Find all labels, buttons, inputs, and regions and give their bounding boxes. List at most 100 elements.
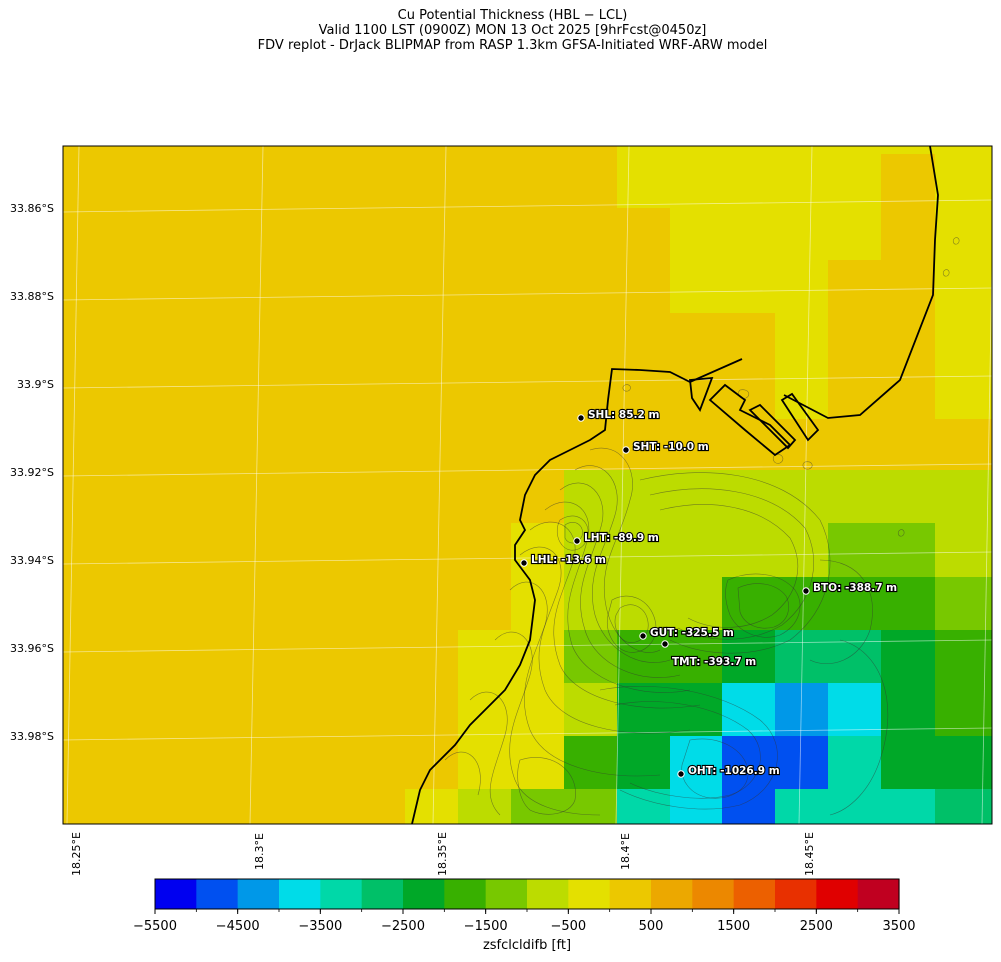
colorbar-tick-label: −1500 [464,919,508,934]
field-cell [722,630,775,683]
station-marker[interactable] [661,640,669,648]
colorbar-swatch [485,879,528,909]
lat-label: 33.88°S [10,290,54,303]
colorbar-label: zsfclcldifb [ft] [483,938,571,953]
colorbar-swatch [775,879,817,909]
station-label: BTO: -388.7 m [813,582,897,594]
lat-label: 33.98°S [10,730,54,743]
station-marker[interactable] [622,446,630,454]
station-BTO[interactable]: BTO: -388.7 m [802,581,898,595]
field-cell [511,523,564,630]
station-marker[interactable] [802,587,810,595]
field-cell [881,736,992,789]
station-TMT[interactable]: TMT: -393.7 m [661,640,757,669]
station-marker[interactable] [573,537,581,545]
colorbar-swatch [155,879,197,909]
colorbar-tick-label: 2500 [800,919,833,934]
field-cell [670,736,722,789]
lon-label: 18.4°E [619,833,632,870]
title-line-2: Valid 1100 LST (0900Z) MON 13 Oct 2025 [… [318,23,707,38]
field-cell [458,789,511,824]
harbour-quay [689,376,714,412]
colorbar-swatch [527,879,569,909]
lon-label: 18.35°E [436,832,449,876]
colorbar-swatch [568,879,611,909]
station-marker[interactable] [520,559,528,567]
field-cell [828,736,881,789]
colorbar-swatch [692,879,735,909]
lat-label: 33.94°S [10,554,54,567]
colorbar-swatch [196,879,239,909]
field-cell [881,154,935,260]
station-SHL[interactable]: SHL: 85.2 m [577,408,661,422]
colorbar-swatch [733,879,776,909]
harbour-wall [708,383,792,457]
colorbar-tick-label: −5500 [133,919,177,934]
field-cell [564,736,617,789]
field-cell [935,630,992,736]
field-cell [828,523,935,577]
colorbar-swatch [361,879,404,909]
harbour-breakwater [780,392,820,442]
title-line-3: FDV replot - DrJack BLIPMAP from RASP 1.… [257,38,768,53]
field-cell [617,736,670,789]
station-GUT[interactable]: GUT: -325.5 m [639,626,735,640]
station-label: OHT: -1026.9 m [688,765,780,777]
field-cell [775,789,935,824]
colorbar-tick-label: −2500 [381,919,425,934]
colorbar-swatch [609,879,652,909]
colorbar-swatch [403,879,445,909]
station-label: TMT: -393.7 m [672,656,756,668]
longitude-labels: 18.25°E 18.3°E 18.35°E 18.4°E 18.45°E [70,832,816,876]
field-cell [722,789,775,824]
station-marker[interactable] [677,770,685,778]
colorbar-swatch [237,879,280,909]
colorbar-swatch [816,879,859,909]
field-cell [828,260,935,419]
field-cell [828,683,881,736]
graticule [63,146,992,824]
field-cell [722,683,775,736]
colorbar-tick-label: 500 [639,919,664,934]
colorbar-tick-label: −3500 [298,919,342,934]
colorbar-tick-label: 1500 [717,919,750,934]
station-label: GUT: -325.5 m [650,627,734,639]
field-cell [935,789,992,824]
lon-label: 18.25°E [70,832,83,876]
lon-label: 18.3°E [253,833,266,870]
coastline [411,146,939,824]
field-cell [935,154,992,260]
map-area: SHL: 85.2 m SHT: -10.0 m LHT: -89.9 m LH… [63,146,992,824]
station-label: LHL: -13.6 m [531,554,606,566]
lat-label: 33.86°S [10,202,54,215]
lat-label: 33.92°S [10,466,54,479]
title-block: Cu Potential Thickness (HBL − LCL) Valid… [0,8,1001,53]
colorbar-tick-label: −500 [550,919,586,934]
colorbar-swatch [279,879,321,909]
field-cell [564,630,617,683]
station-SHT[interactable]: SHT: -10.0 m [622,440,710,454]
map-frame [62,145,993,825]
field-cell [881,630,935,736]
station-marker[interactable] [639,632,647,640]
colorbar-swatch [320,879,363,909]
station-OHT[interactable]: OHT: -1026.9 m [677,764,781,778]
harbour-pier [748,403,797,450]
terrain-contours [444,237,960,816]
colorbar-swatch [857,879,900,909]
colorbar-ticks: −5500 −4500 −3500 −2500 −1500 −500 500 1500 2500… [133,909,916,934]
lon-label: 18.45°E [803,832,816,876]
field-cell [775,630,881,683]
station-label: SHT: -10.0 m [633,441,709,453]
latitude-labels: 33.86°S 33.88°S 33.9°S 33.92°S 33.94°S 3… [10,202,54,743]
field-cell [511,789,617,824]
lat-label: 33.96°S [10,642,54,655]
field-cell [670,789,722,824]
station-label: LHT: -89.9 m [584,532,659,544]
station-marker[interactable] [577,414,585,422]
station-LHL[interactable]: LHL: -13.6 m [520,553,607,567]
station-LHT[interactable]: LHT: -89.9 m [573,531,660,545]
colorbar-tick-label: −4500 [216,919,260,934]
title-line-1: Cu Potential Thickness (HBL − LCL) [397,8,628,23]
